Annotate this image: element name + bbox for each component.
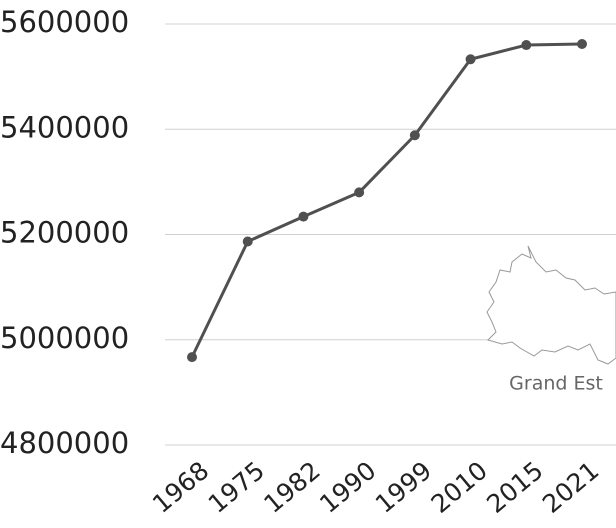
y-tick-label: 5400000 (0, 110, 129, 144)
marker (187, 352, 197, 363)
x-tick-label: 1990 (314, 456, 381, 519)
y-tick-label: 5000000 (0, 321, 129, 355)
marker (242, 236, 253, 247)
line (190, 42, 583, 358)
x-tick-label: 2021 (537, 456, 604, 519)
map-inset (486, 245, 616, 365)
y-tick-label: 5200000 (0, 216, 129, 250)
x-tick-label: 1968 (147, 456, 214, 519)
y-tick-label: 4800000 (0, 426, 129, 460)
x-tick-label: 1975 (203, 456, 270, 519)
y-tick-label: 5600000 (0, 5, 129, 39)
annotation: Grand Est (509, 373, 603, 395)
marker (298, 211, 309, 222)
marker (521, 40, 532, 51)
marker (354, 187, 365, 198)
x-tick-label: 1999 (370, 456, 437, 519)
marker (409, 130, 420, 141)
marker (465, 54, 476, 65)
x-tick-label: 2010 (426, 456, 493, 519)
marker (577, 38, 587, 49)
x-tick-label: 1982 (258, 456, 325, 519)
x-tick-label: 2015 (481, 456, 548, 519)
